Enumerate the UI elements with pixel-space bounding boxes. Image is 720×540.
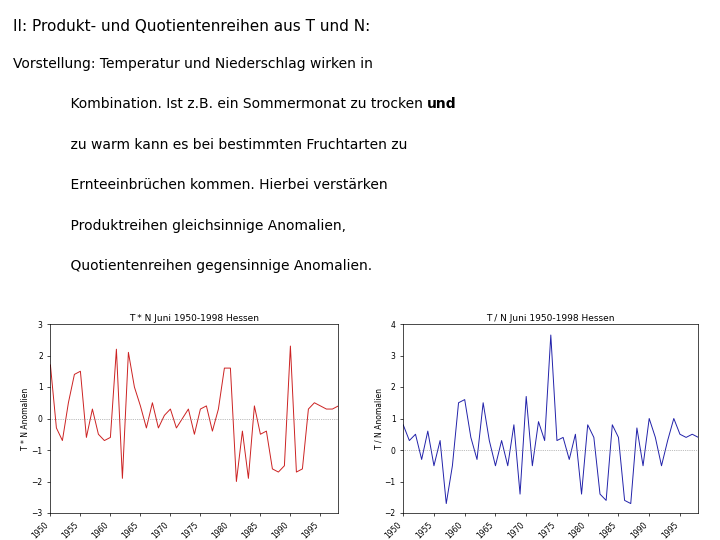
- Text: zu warm kann es bei bestimmten Fruchtarten zu: zu warm kann es bei bestimmten Fruchtart…: [53, 138, 407, 152]
- Text: Produktreihen gleichsinnige Anomalien,: Produktreihen gleichsinnige Anomalien,: [53, 219, 346, 233]
- Text: Vorstellung: Temperatur und Niederschlag wirken in: Vorstellung: Temperatur und Niederschlag…: [13, 57, 373, 71]
- Text: Kombination. Ist z.B. ein Sommermonat zu trocken: Kombination. Ist z.B. ein Sommermonat zu…: [53, 97, 427, 111]
- Y-axis label: T * N Anomalien: T * N Anomalien: [21, 387, 30, 450]
- Title: T / N Juni 1950-1998 Hessen: T / N Juni 1950-1998 Hessen: [487, 314, 615, 323]
- Text: und: und: [427, 97, 456, 111]
- Text: Ernteeinbrüchen kommen. Hierbei verstärken: Ernteeinbrüchen kommen. Hierbei verstärk…: [53, 178, 387, 192]
- Y-axis label: T / N Anomalien: T / N Anomalien: [374, 388, 383, 449]
- Text: II: Produkt- und Quotientenreihen aus T und N:: II: Produkt- und Quotientenreihen aus T …: [13, 19, 370, 34]
- Text: Quotientenreihen gegensinnige Anomalien.: Quotientenreihen gegensinnige Anomalien.: [53, 259, 372, 273]
- Title: T * N Juni 1950-1998 Hessen: T * N Juni 1950-1998 Hessen: [130, 314, 259, 323]
